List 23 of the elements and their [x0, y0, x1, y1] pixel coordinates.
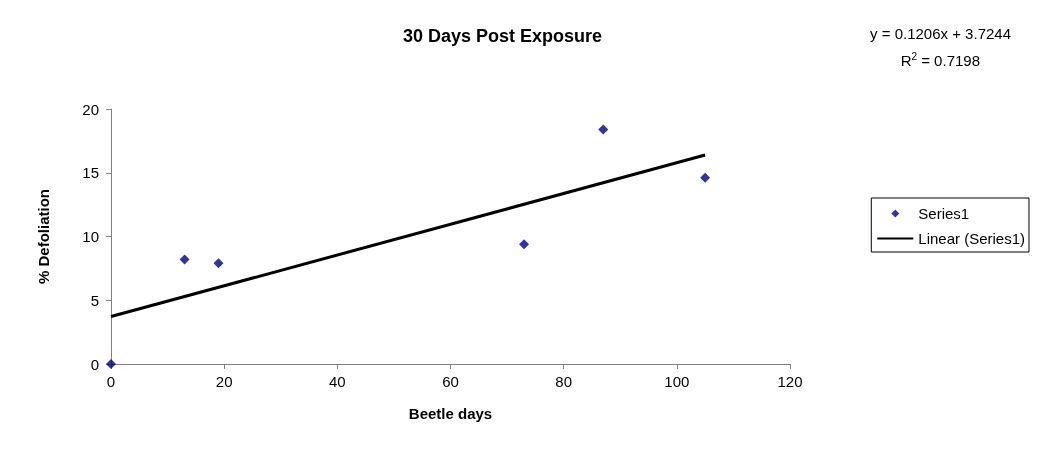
x-axis-title: Beetle days — [408, 405, 493, 422]
y-axis-title: % Defoliation — [35, 188, 52, 285]
point — [598, 124, 609, 135]
chart-title: 30 Days Post Exposure — [403, 26, 603, 46]
point — [700, 172, 711, 183]
x-tick-label: 80 — [555, 373, 573, 390]
point — [519, 239, 530, 250]
y-tick-label: 15 — [82, 164, 99, 182]
x-tick-label: 0 — [106, 373, 116, 390]
x-tick-label: 100 — [664, 373, 690, 390]
x-tick-label: 60 — [442, 373, 459, 390]
text: y = 0.1206x + 3.7244 — [870, 25, 1012, 42]
x-tick-label: 40 — [328, 373, 346, 390]
y-tick-label: 10 — [82, 228, 99, 245]
x-tick-label: 20 — [215, 373, 233, 390]
point — [179, 254, 190, 265]
point — [213, 258, 224, 269]
legend-label: Linear (Series1) — [918, 230, 1025, 247]
legend-label: Series1 — [918, 205, 970, 222]
y-tick-label: 20 — [82, 100, 99, 118]
x-tick-label: 120 — [777, 373, 803, 390]
y-tick-label: 0 — [90, 355, 99, 373]
y-tick-label: 5 — [90, 291, 99, 309]
